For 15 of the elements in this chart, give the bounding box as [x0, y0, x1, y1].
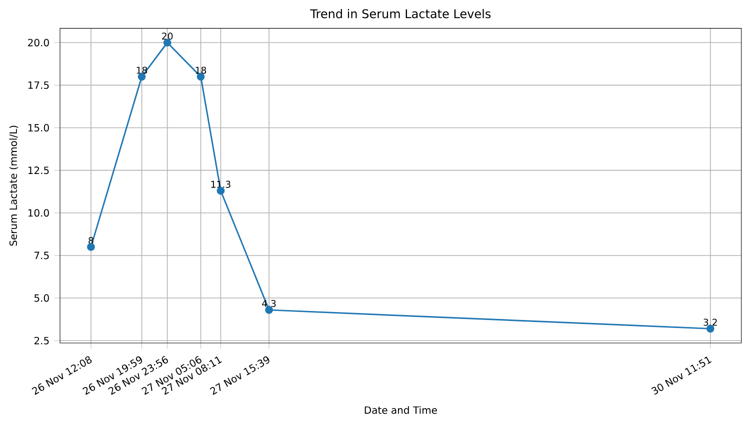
data-label: 3.2 — [704, 318, 717, 326]
y-tick-label: 7.5 — [34, 252, 49, 260]
y-tick-label: 10.0 — [28, 209, 49, 217]
data-label: 18 — [136, 66, 148, 74]
y-tick-label: 17.5 — [28, 81, 49, 89]
y-tick-label: 5.0 — [34, 294, 49, 302]
data-label: 18 — [196, 66, 206, 74]
x-axis-title: Date and Time — [364, 406, 437, 414]
y-tick-label: 20.0 — [28, 38, 49, 46]
chart-title: Trend in Serum Lactate Levels — [310, 8, 491, 18]
y-axis-title: Serum Lactate (mmol/L) — [9, 126, 18, 246]
y-tick-label: 2.5 — [34, 336, 49, 344]
y-tick-label: 15.0 — [28, 124, 49, 132]
data-label: 20 — [162, 32, 173, 40]
y-tick-label: 12.5 — [28, 166, 49, 174]
